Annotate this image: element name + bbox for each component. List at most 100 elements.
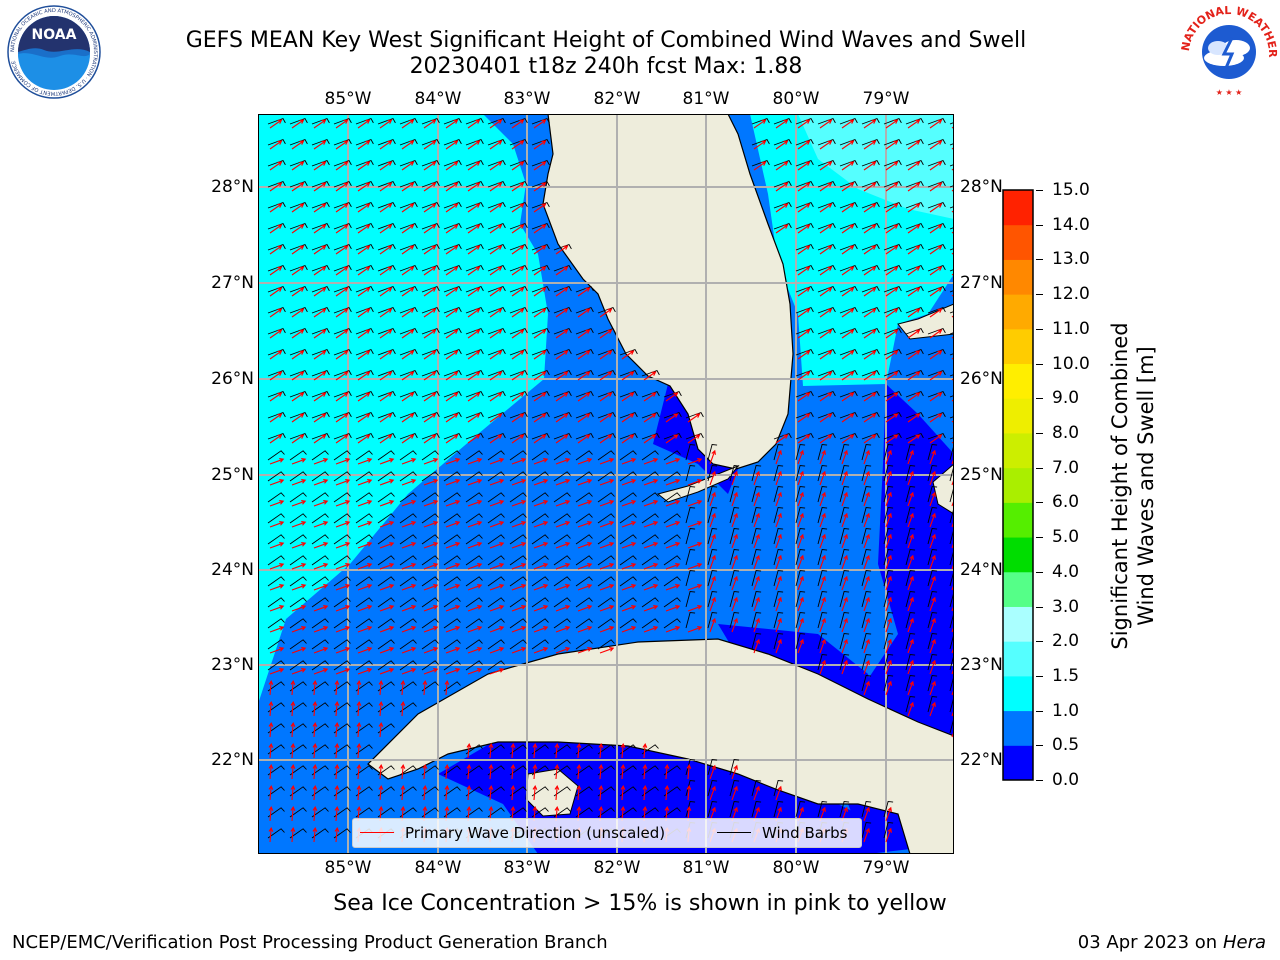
wind-barb [817,222,836,230]
wave-direction-arrow [731,617,738,633]
wind-barb [817,432,836,440]
wave-direction-arrow [951,452,954,465]
wave-direction-arrow [951,725,954,738]
wave-direction-arrow [335,626,351,633]
wind-barb [399,492,417,503]
wave-direction-arrow [313,584,329,591]
wind-barb [465,243,484,251]
colorbar-tick-mark [1036,259,1043,261]
wave-direction-arrow [269,626,285,633]
wind-barb [267,180,286,188]
wind-barb [795,591,806,608]
wind-barb [531,744,549,755]
wave-direction-arrow [335,161,349,171]
wind-barb [817,570,828,587]
wind-barb [377,222,396,230]
longitude-label: 81°W [682,89,730,109]
wind-barb [773,801,784,818]
wave-direction-arrow [665,479,681,486]
wind-barb [553,450,571,461]
wind-barb [707,591,718,608]
wave-direction-arrow [357,479,373,486]
wave-direction-arrow [819,245,833,255]
wind-barb [509,348,528,356]
wind-barb [311,702,329,713]
wave-direction-arrow [423,371,437,381]
wind-barb [509,327,528,335]
wave-direction-arrow [907,413,921,423]
wind-barb [289,618,307,629]
wind-barb [267,702,285,713]
wave-direction-arrow [819,575,826,591]
wind-barb [905,306,924,314]
wave-direction-arrow [687,479,703,486]
wind-barb [311,534,329,545]
wind-barb [751,801,762,818]
wind-barb [465,348,484,356]
latitude-labels-left: 28°N 27°N 26°N 25°N 24°N 23°N 22°N [0,0,256,960]
wind-barb [289,411,308,419]
wave-direction-arrow [268,679,274,696]
wave-direction-arrow [313,245,327,255]
wind-barb [377,618,395,629]
wind-barb [377,348,396,356]
wave-direction-arrow [291,371,305,381]
wind-barb [509,807,527,818]
wind-barb [399,450,417,461]
wind-barb [883,201,902,209]
wave-direction-arrow [599,371,613,381]
wind-barb [399,807,417,818]
wind-barb [905,591,916,608]
latitude-label: 22°N [960,750,1003,770]
wind-barb [465,138,484,146]
wave-direction-arrow [665,521,681,528]
wind-barb [267,264,286,272]
wind-barb [927,243,946,251]
wind-barb [487,306,506,314]
wave-direction-arrow [841,491,848,507]
wave-direction-arrow [423,392,437,402]
wave-direction-arrow [334,784,340,801]
wave-direction-arrow [533,350,547,360]
wave-direction-arrow [643,605,659,612]
wind-barb [817,201,836,209]
wind-barb [575,390,594,398]
wind-barb [531,306,550,314]
wind-barb [575,576,593,587]
wave-direction-arrow [379,584,395,591]
wind-barb [927,591,938,608]
wave-direction-arrow [687,584,703,591]
wave-direction-arrow [445,182,459,192]
wave-direction-arrow [907,575,914,591]
wind-barb [355,117,374,125]
wind-barb [905,444,916,461]
wave-direction-arrow [577,605,593,612]
wind-barb [927,570,938,587]
wave-direction-arrow [555,542,571,549]
wind-barb [531,222,550,230]
wave-direction-arrow [291,434,305,444]
wave-direction-arrow [841,287,855,297]
wind-barb [751,528,762,545]
wind-barb [421,180,440,188]
wind-barb [927,390,946,398]
sea-ice-note: Sea Ice Concentration > 15% is shown in … [333,891,947,916]
wind-barb [355,222,374,230]
wind-barb [509,390,528,398]
wind-barb [289,576,307,587]
wave-direction-arrow [665,563,681,570]
wave-direction-arrow [335,479,351,486]
wind-barb [443,576,461,587]
wind-barb [641,432,660,440]
wind-barb [267,492,285,503]
wind-barb [839,243,858,251]
wave-direction-arrow [379,542,395,549]
wave-direction-arrow [841,245,855,255]
wind-barb [619,576,637,587]
wind-barb [267,471,285,482]
wind-barb [707,570,718,587]
wind-barb [641,597,659,608]
longitude-label: 85°W [324,858,372,878]
wind-barb [861,654,872,671]
wave-direction-arrow [819,617,826,633]
